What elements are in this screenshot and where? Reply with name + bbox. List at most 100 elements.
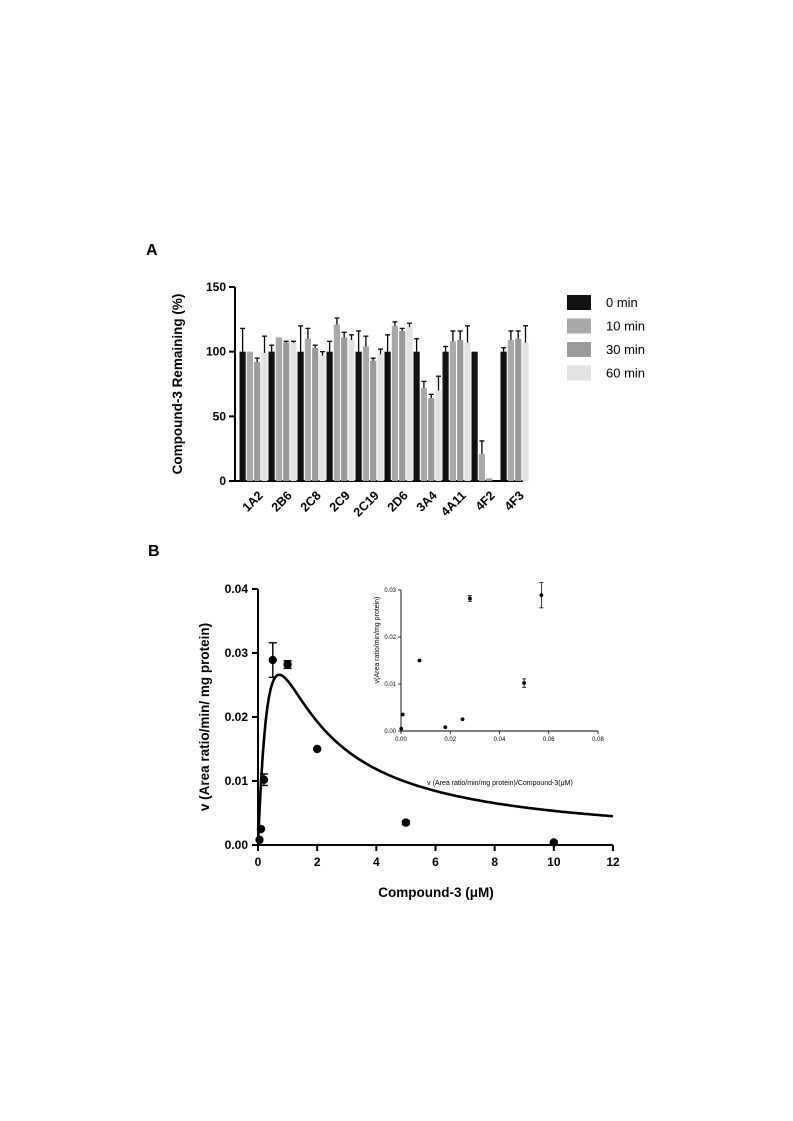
- inset-y-tick-label: 0.01: [384, 682, 396, 688]
- bar-4F3-s0: [500, 351, 507, 481]
- bar-3A4-s3: [435, 390, 442, 481]
- bar-1A2-s0: [239, 351, 246, 481]
- bar-2D6-s0: [384, 351, 391, 481]
- bar-2C9-s0: [326, 351, 333, 481]
- inset-y-tick-label: 0.00: [384, 729, 396, 735]
- bar-2D6-s2: [399, 330, 406, 481]
- bar-4F2-s1: [478, 453, 485, 481]
- bar-2C8-s1: [304, 338, 311, 481]
- inset-data-point-1: [400, 712, 405, 717]
- kinetics-x-tick-label: 0: [255, 855, 262, 869]
- kinetics-x-tick-label: 6: [432, 855, 439, 869]
- bar-2B6-s2: [283, 342, 290, 481]
- bar-4F3-s2: [515, 338, 522, 481]
- panel-label-a: A: [146, 242, 158, 259]
- bar-2C19-s3: [377, 354, 384, 481]
- bar-y-tick-label: 50: [213, 409, 227, 423]
- bar-4A11-s2: [457, 340, 464, 481]
- inset-x-tick-label: 0.00: [395, 737, 407, 743]
- inset-x-tick-label: 0.08: [592, 737, 604, 743]
- kinetics-y-tick-label: 0.04: [225, 582, 249, 596]
- kinetics-y-tick-label: 0.03: [225, 646, 249, 660]
- inset-x-axis-title: v (Area ratio/min/mg protein)/Compound-3…: [427, 780, 573, 787]
- bar-2C19-s0: [355, 351, 362, 481]
- inset-data-point-5: [468, 596, 472, 601]
- bar-4F3-s3: [522, 342, 529, 481]
- kinetics-data-point-5: [312, 744, 322, 754]
- kinetics-y-tick-label: 0.02: [225, 710, 249, 724]
- kinetics-y-axis-title: v (Area ratio/min/ mg protein): [197, 623, 212, 811]
- inset-data-point-7: [539, 593, 544, 598]
- legend-swatch-2: [567, 342, 591, 357]
- inset-x-tick-label: 0.06: [543, 737, 555, 743]
- bar-2B6-s1: [275, 337, 282, 481]
- panel-label-b: B: [148, 543, 160, 560]
- legend-swatch-1: [567, 318, 591, 334]
- bar-2D6-s1: [391, 325, 398, 481]
- bar-3A4-s1: [420, 387, 427, 481]
- kinetics-data-point-4: [283, 660, 292, 669]
- bar-2C9-s3: [348, 340, 355, 481]
- bar-2D6-s3: [406, 327, 413, 481]
- inset-data-point-2: [417, 658, 422, 663]
- inset-y-tick-label: 0.03: [384, 588, 396, 594]
- inset-y-tick-label: 0.02: [384, 635, 396, 641]
- legend-label-1: 10 min: [606, 319, 645, 334]
- inset-y-axis-title: v(Area ratio/min/mg protein): [374, 597, 381, 684]
- legend-swatch-3: [567, 365, 591, 381]
- bar-4A11-s3: [464, 342, 471, 481]
- legend-label-2: 30 min: [606, 342, 645, 357]
- bar-3A4-s0: [413, 351, 420, 481]
- kinetics-y-tick-label: 0.01: [225, 774, 249, 788]
- bar-3A4-s2: [428, 398, 435, 481]
- bar-2B6-s3: [290, 342, 297, 481]
- bar-2C19-s1: [362, 346, 369, 481]
- kinetics-x-tick-label: 8: [491, 855, 498, 869]
- eadie-hofstee-inset: v(Area ratio/min/mg protein) v (Area rat…: [374, 582, 604, 787]
- inset-x-tick-label: 0.04: [494, 737, 506, 743]
- kinetics-data-point-2: [259, 775, 269, 784]
- kinetics-x-tick-label: 2: [314, 855, 321, 869]
- kinetics-x-tick-label: 10: [547, 855, 561, 869]
- bar-2C9-s2: [341, 337, 348, 481]
- inset-data-point-4: [460, 717, 465, 722]
- kinetics-fit-curve: [257, 673, 614, 838]
- bar-4F2-s2: [486, 478, 493, 481]
- bar-y-tick-label: 0: [219, 474, 226, 488]
- bar-y-tick-label: 100: [206, 345, 226, 359]
- bar-2C8-s0: [297, 351, 304, 481]
- legend-label-3: 60 min: [606, 366, 645, 381]
- bar-2C19-s2: [370, 360, 377, 481]
- kinetics-chart: v (Area ratio/min/ mg protein) Compound-…: [197, 582, 620, 900]
- bar-4A11-s0: [442, 351, 449, 481]
- legend-swatch-0: [567, 295, 591, 310]
- bar-2C8-s3: [319, 355, 326, 481]
- bar-2C9-s1: [333, 324, 340, 481]
- bar-y-axis-title: Compound-3 Remaining (%): [170, 294, 185, 475]
- kinetics-data-point-7: [549, 838, 559, 847]
- kinetics-data-point-3: [268, 655, 277, 665]
- kinetics-x-tick-label: 4: [373, 855, 380, 869]
- bar-4F3-s1: [507, 340, 514, 481]
- kinetics-data-point-1: [256, 824, 266, 834]
- bar-2C8-s2: [312, 347, 319, 481]
- bar-2B6-s0: [268, 351, 275, 481]
- bar-1A2-s2: [254, 362, 261, 481]
- kinetics-data-point-6: [401, 818, 411, 827]
- bar-4A11-s1: [449, 341, 456, 481]
- bar-4F2-s0: [471, 351, 478, 481]
- inset-data-point-6: [522, 681, 527, 685]
- kinetics-y-tick-label: 0.00: [225, 838, 249, 852]
- inset-data-point-0: [399, 726, 404, 731]
- kinetics-data-point-0: [255, 835, 264, 845]
- kinetics-x-tick-label: 12: [606, 855, 620, 869]
- kinetics-x-axis-title: Compound-3 (μM): [378, 885, 493, 900]
- legend-label-0: 0 min: [606, 295, 638, 310]
- bar-1A2-s3: [261, 352, 268, 481]
- inset-data-point-3: [443, 725, 448, 730]
- bar-y-tick-label: 150: [206, 280, 226, 294]
- bar-1A2-s1: [246, 351, 253, 481]
- inset-x-tick-label: 0.02: [444, 737, 456, 743]
